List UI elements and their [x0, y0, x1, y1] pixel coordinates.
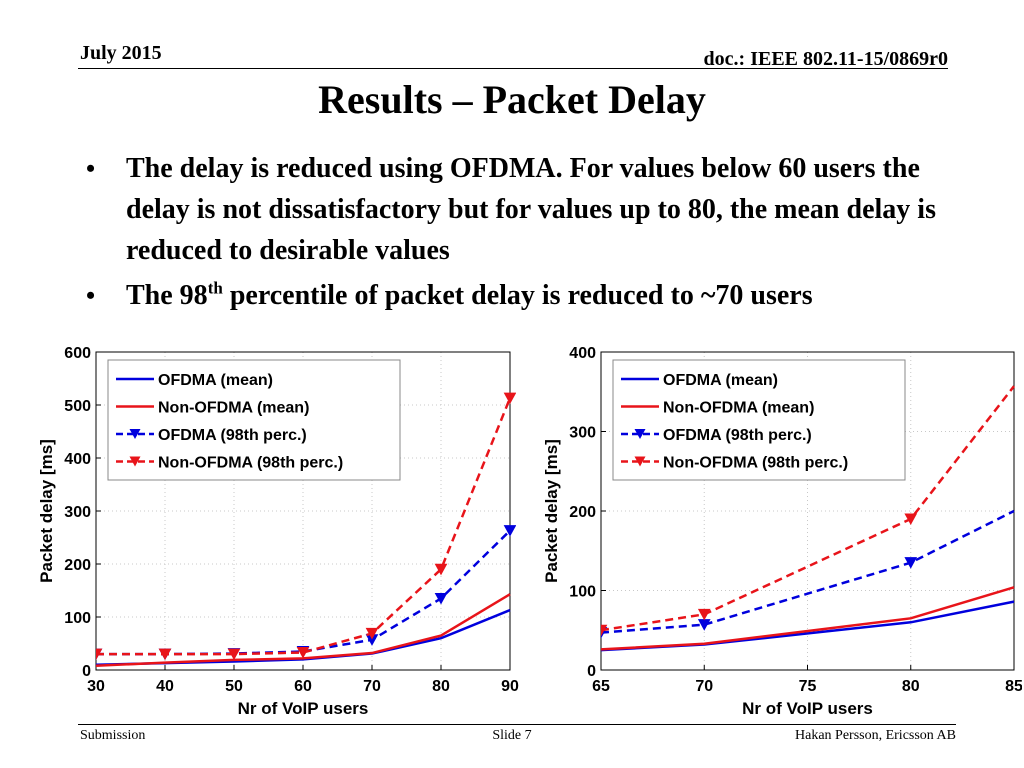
- y-tick-label: 300: [64, 504, 91, 521]
- bullet-dot-icon: •: [86, 154, 96, 183]
- footer-divider: [78, 724, 956, 725]
- y-tick-label: 0: [82, 663, 91, 680]
- bullet-dot-icon: •: [86, 281, 96, 310]
- footer-author: Hakan Persson, Ericsson AB: [795, 728, 956, 743]
- data-point-marker: [904, 513, 918, 525]
- x-tick-label: 60: [294, 678, 312, 695]
- legend-box: [107, 359, 401, 481]
- header-doc-id: doc.: IEEE 802.11-15/0869r0: [703, 48, 948, 70]
- series-group: [96, 392, 516, 668]
- bullet-text-pre: The 98: [126, 280, 208, 311]
- data-point-marker: [434, 563, 448, 576]
- legend-marker: [634, 429, 646, 439]
- legend-marker: [634, 456, 646, 467]
- y-tick-label: 300: [569, 425, 596, 442]
- legend-label: OFDMA (mean): [158, 372, 273, 389]
- data-point-marker: [601, 624, 608, 637]
- y-axis-label: Packet delay [ms]: [542, 439, 561, 583]
- data-point-marker: [697, 608, 711, 621]
- data-point-marker: [503, 525, 516, 537]
- legend-label: Non-OFDMA (98th perc.): [158, 455, 343, 472]
- y-tick-label: 500: [64, 398, 91, 415]
- footer-submission: Submission: [80, 728, 146, 743]
- y-axis-label: Packet delay [ms]: [37, 439, 56, 583]
- legend-label: Non-OFDMA (mean): [158, 400, 309, 417]
- x-tick-label: 85: [1005, 678, 1022, 695]
- series-line: [601, 385, 1015, 632]
- legend-marker: [129, 456, 141, 467]
- x-tick-label: 50: [225, 678, 243, 695]
- legend-box: [612, 359, 906, 481]
- x-axis-label: Nr of VoIP users: [238, 699, 369, 718]
- series-group: [601, 385, 1015, 652]
- x-tick-label: 70: [695, 678, 713, 695]
- legend-label: OFDMA (98th perc.): [663, 427, 812, 444]
- y-tick-label: 400: [64, 451, 91, 468]
- bullet-item: • The 98th percentile of packet delay is…: [86, 275, 986, 316]
- data-point-marker: [904, 557, 918, 569]
- bullet-superscript: th: [207, 278, 223, 298]
- x-tick-label: 80: [902, 678, 920, 695]
- x-tick-label: 65: [592, 678, 610, 695]
- bullet-item: • The delay is reduced using OFDMA. For …: [86, 148, 986, 271]
- y-tick-label: 200: [64, 557, 91, 574]
- header-divider: [78, 68, 948, 69]
- data-point-marker: [296, 647, 310, 659]
- bullet-text: The delay is reduced using OFDMA. For va…: [126, 153, 936, 266]
- legend-label: Non-OFDMA (98th perc.): [663, 455, 848, 472]
- legend-marker: [129, 429, 141, 439]
- x-tick-label: 70: [363, 678, 381, 695]
- data-point-marker: [365, 627, 379, 640]
- y-tick-label: 100: [569, 584, 596, 601]
- bullet-list: • The delay is reduced using OFDMA. For …: [86, 148, 986, 320]
- y-tick-label: 400: [569, 345, 596, 362]
- x-tick-label: 75: [799, 678, 817, 695]
- legend-label: OFDMA (98th perc.): [158, 427, 307, 444]
- header-date: July 2015: [80, 42, 162, 64]
- slide-title: Results – Packet Delay: [318, 77, 706, 122]
- y-tick-label: 0: [587, 663, 596, 680]
- data-point-marker: [227, 648, 241, 661]
- y-tick-label: 200: [569, 504, 596, 521]
- chart-packet-delay-65-85: 65 70 75 80 85 0 100 200 300 400 Nr of VoIP users P…: [542, 345, 1022, 718]
- bullet-text-post: percentile of packet delay is reduced to…: [222, 280, 813, 311]
- legend-label: Non-OFDMA (mean): [663, 400, 814, 417]
- y-tick-label: 100: [64, 610, 91, 627]
- footer-slide-number: Slide 7: [492, 728, 532, 743]
- chart-packet-delay-30-90: 30 40 50 60 70 80 90 0 100 200 300 400 500 600 Nr of V…: [37, 345, 519, 718]
- x-tick-label: 30: [87, 678, 105, 695]
- data-point-marker: [158, 648, 172, 661]
- series-line: [601, 509, 1015, 634]
- x-tick-label: 90: [501, 678, 519, 695]
- data-point-marker: [434, 592, 448, 605]
- y-tick-label: 600: [64, 345, 91, 362]
- data-point-marker: [96, 648, 103, 661]
- x-axis-label: Nr of VoIP users: [742, 699, 873, 718]
- data-point-marker: [503, 392, 516, 405]
- x-tick-label: 40: [156, 678, 174, 695]
- legend-label: OFDMA (mean): [663, 372, 778, 389]
- x-tick-label: 80: [432, 678, 450, 695]
- series-line: [601, 586, 1015, 651]
